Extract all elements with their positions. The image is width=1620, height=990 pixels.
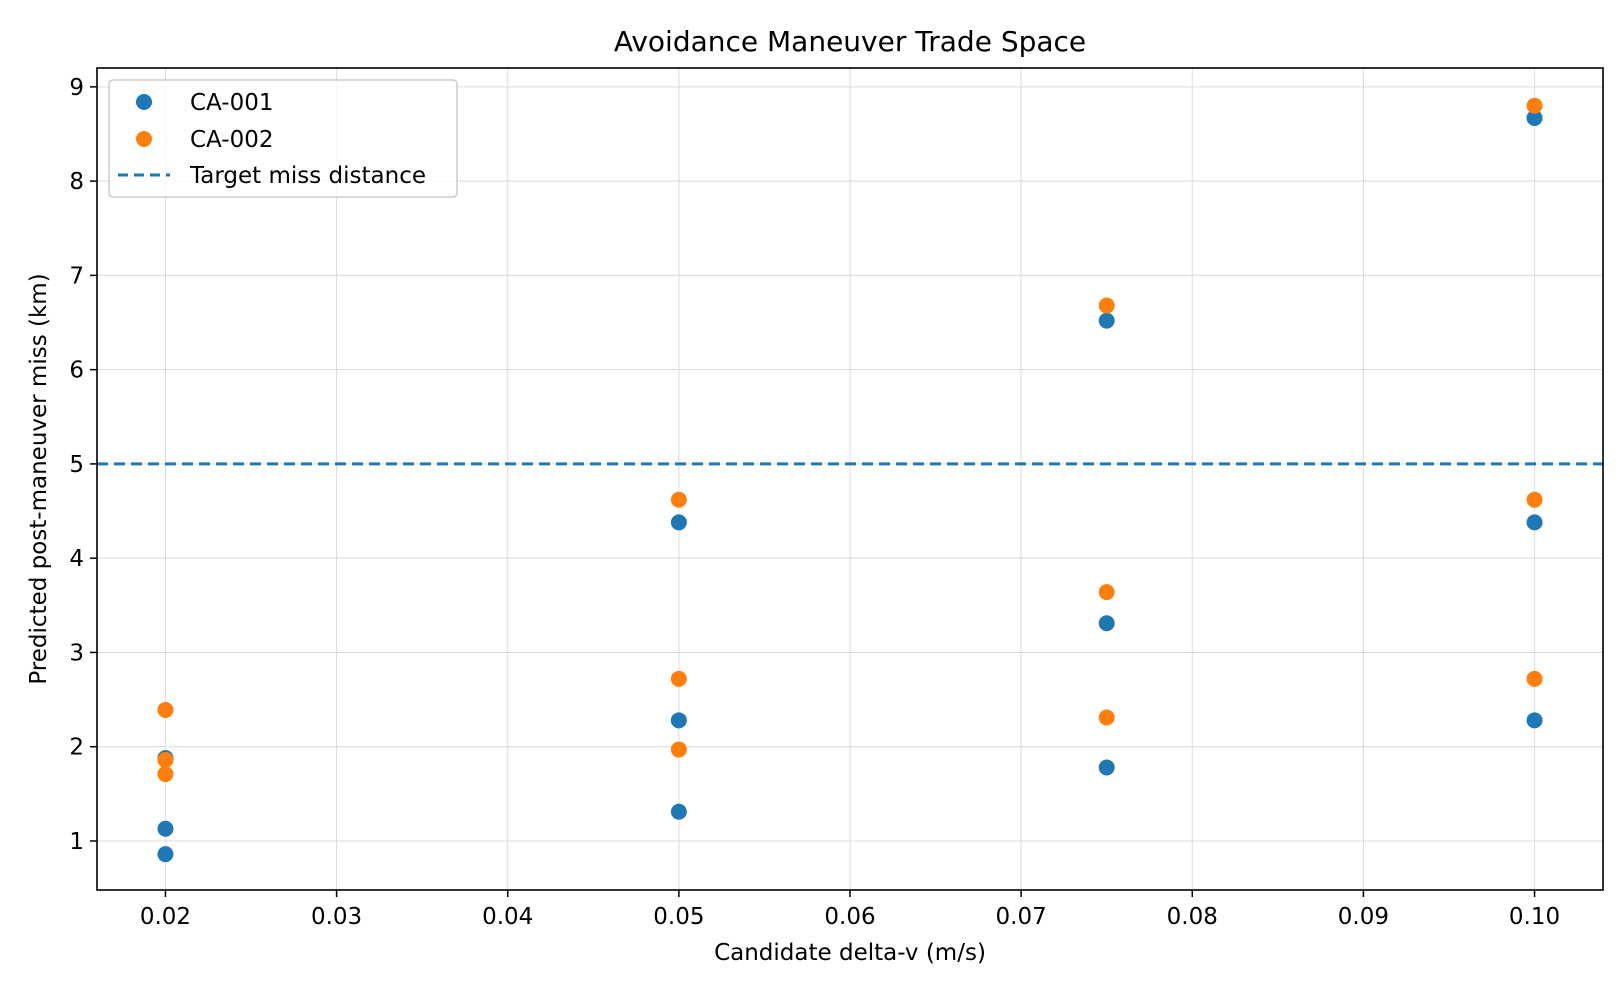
x-tick-label: 0.07 xyxy=(996,904,1047,930)
y-tick-label: 7 xyxy=(69,263,84,289)
x-tick-label: 0.05 xyxy=(653,904,704,930)
x-axis-label: Candidate delta-v (m/s) xyxy=(714,940,986,966)
data-point-ca-001 xyxy=(1098,615,1115,632)
legend-label-target-miss: Target miss distance xyxy=(189,163,426,189)
data-point-ca-001 xyxy=(1526,514,1543,531)
data-point-ca-002 xyxy=(1526,670,1543,687)
legend-marker-ca-002 xyxy=(136,131,152,147)
y-axis-ticks: 1 2 3 4 5 6 7 8 9 xyxy=(69,75,97,855)
x-tick-label: 0.09 xyxy=(1338,904,1389,930)
x-tick-label: 0.03 xyxy=(311,904,362,930)
x-tick-label: 0.04 xyxy=(482,904,533,930)
data-point-ca-001 xyxy=(1526,712,1543,729)
data-point-ca-001 xyxy=(670,514,687,531)
legend-label-ca-001: CA-001 xyxy=(190,90,274,116)
data-point-ca-002 xyxy=(1526,491,1543,508)
data-point-ca-002 xyxy=(1098,584,1115,601)
data-point-ca-002 xyxy=(1526,97,1543,114)
data-point-ca-002 xyxy=(157,766,174,783)
data-point-ca-002 xyxy=(157,701,174,718)
data-point-ca-001 xyxy=(670,712,687,729)
y-tick-label: 8 xyxy=(69,169,84,195)
data-point-ca-002 xyxy=(1098,709,1115,726)
y-tick-label: 2 xyxy=(69,735,84,761)
data-point-ca-002 xyxy=(1098,297,1115,314)
data-point-ca-002 xyxy=(670,670,687,687)
y-tick-label: 4 xyxy=(69,546,84,572)
data-point-ca-001 xyxy=(670,803,687,820)
chart-title: Avoidance Maneuver Trade Space xyxy=(614,25,1086,58)
legend-marker-ca-001 xyxy=(136,94,152,110)
data-point-ca-002 xyxy=(157,751,174,768)
data-point-ca-002 xyxy=(670,741,687,758)
legend-label-ca-002: CA-002 xyxy=(190,127,274,153)
y-tick-label: 1 xyxy=(69,829,84,855)
x-tick-label: 0.02 xyxy=(140,904,191,930)
x-tick-label: 0.06 xyxy=(824,904,875,930)
legend: CA-001 CA-002 Target miss distance xyxy=(108,79,458,198)
y-axis-label: Predicted post-maneuver miss (km) xyxy=(26,273,52,684)
x-tick-label: 0.08 xyxy=(1167,904,1218,930)
data-point-ca-001 xyxy=(1098,312,1115,329)
data-point-ca-001 xyxy=(1526,109,1543,126)
data-point-ca-001 xyxy=(157,820,174,837)
data-point-ca-001 xyxy=(157,846,174,863)
data-points xyxy=(157,97,1543,863)
x-tick-label: 0.10 xyxy=(1509,904,1560,930)
data-point-ca-001 xyxy=(1098,759,1115,776)
y-tick-label: 6 xyxy=(69,358,84,384)
legend-box xyxy=(108,79,458,198)
x-axis-ticks: 0.02 0.03 0.04 0.05 0.06 0.07 0.08 0.09 0.10 xyxy=(140,890,1560,930)
y-tick-label: 9 xyxy=(69,75,84,101)
data-point-ca-002 xyxy=(670,491,687,508)
y-tick-label: 3 xyxy=(69,640,84,666)
y-tick-label: 5 xyxy=(69,452,84,478)
